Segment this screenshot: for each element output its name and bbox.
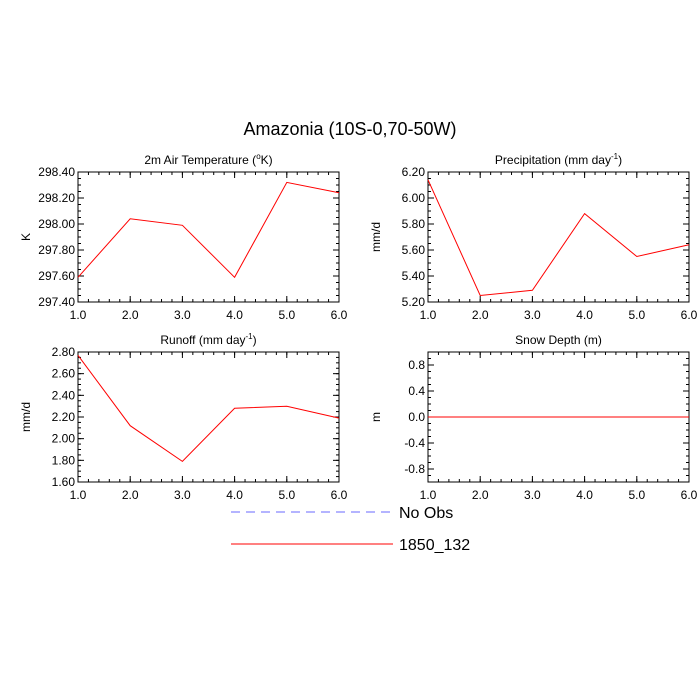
x-tick-label: 5.0 xyxy=(628,308,645,322)
y-tick-label: 6.20 xyxy=(402,165,426,179)
panel-title-main: 2m Air Temperature xyxy=(144,153,249,167)
y-tick-label: 298.00 xyxy=(38,217,75,231)
x-tick-label: 4.0 xyxy=(226,308,243,322)
x-tick-label: 6.0 xyxy=(681,488,698,502)
x-tick-label: 3.0 xyxy=(174,308,191,322)
panel-2: 5.20 5.40 5.60 5.80 6.00 6.20 1.0 2.0 3.0 4.0 5.0 6… xyxy=(369,152,698,322)
panel-4: -0.8 -0.4 0.0 0.4 0.8 1.0 2.0 3.0 4.0 5.0 6.0 m Snow… xyxy=(369,333,698,502)
panel-title-superscript: -1 xyxy=(246,332,254,341)
y-tick-label: -0.8 xyxy=(404,462,425,476)
y-tick-label: 2.40 xyxy=(52,388,76,402)
series-line-1850-132 xyxy=(77,181,340,279)
panel-title-superscript: -1 xyxy=(611,152,619,161)
y-tick-label: 297.60 xyxy=(38,269,75,283)
panel-title: Runoff (mm day-1) xyxy=(160,332,256,347)
y-tick-label: 298.20 xyxy=(38,191,75,205)
y-tick-label: 5.20 xyxy=(402,295,426,309)
x-tick-label: 6.0 xyxy=(331,308,348,322)
x-tick-label: 6.0 xyxy=(681,308,698,322)
x-tick-label: 3.0 xyxy=(524,488,541,502)
x-tick-label: 1.0 xyxy=(420,488,437,502)
panel-title-superscript: o xyxy=(256,152,261,161)
panel-title-unit: (mm day xyxy=(561,153,611,167)
y-tick-label: 2.20 xyxy=(52,410,76,424)
y-tick-label: 2.00 xyxy=(52,432,76,446)
panel-title-main: Snow Depth (m) xyxy=(515,333,602,347)
x-tick-label: 5.0 xyxy=(628,488,645,502)
x-tick-label: 4.0 xyxy=(226,488,243,502)
panel-title-unit: ( xyxy=(249,153,256,167)
y-tick-label: 6.00 xyxy=(402,191,426,205)
plot-frame xyxy=(77,171,340,303)
y-tick-label: 5.40 xyxy=(402,269,426,283)
legend-label-no-obs: No Obs xyxy=(399,505,453,522)
y-tick-label: 0.4 xyxy=(408,384,425,398)
x-tick-label: 5.0 xyxy=(278,488,295,502)
panel-title-unit: (mm day xyxy=(196,333,246,347)
y-axis-label: K xyxy=(19,233,33,241)
panel-title-unit-end: ) xyxy=(253,333,257,347)
x-tick-label: 3.0 xyxy=(174,488,191,502)
y-tick-label: 5.60 xyxy=(402,243,426,257)
x-tick-label: 1.0 xyxy=(70,308,87,322)
y-axis-label: mm/d xyxy=(369,222,383,252)
panel-title: Snow Depth (m) xyxy=(515,333,602,347)
x-tick-label: 6.0 xyxy=(331,488,348,502)
y-tick-label: 297.40 xyxy=(38,295,75,309)
y-tick-label: 1.80 xyxy=(52,453,76,467)
y-tick-label: 5.80 xyxy=(402,217,426,231)
x-tick-label: 3.0 xyxy=(524,308,541,322)
y-tick-label: 2.80 xyxy=(52,345,76,359)
x-tick-label: 2.0 xyxy=(472,308,489,322)
legend-label-1850-132: 1850_132 xyxy=(399,537,470,554)
panel-3: 1.60 1.80 2.00 2.20 2.40 2.60 2.80 1.0 2.0 3.0 4.0… xyxy=(19,332,348,502)
panel-title-main: Precipitation xyxy=(495,153,561,167)
x-tick-label: 4.0 xyxy=(576,308,593,322)
y-tick-label: -0.4 xyxy=(404,436,425,450)
plot-frame xyxy=(427,171,690,303)
y-axis-label: m xyxy=(369,412,383,422)
panel-title-main: Runoff xyxy=(160,333,196,347)
series-line-1850-132 xyxy=(427,179,690,297)
y-tick-label: 1.60 xyxy=(52,475,76,489)
x-tick-label: 1.0 xyxy=(420,308,437,322)
legend: No Obs 1850_132 xyxy=(231,505,470,554)
panel-title-unit-end: K) xyxy=(261,153,273,167)
panel-title-unit-end: ) xyxy=(618,153,622,167)
y-tick-label: 297.80 xyxy=(38,243,75,257)
figure-title: Amazonia (10S-0,70-50W) xyxy=(243,119,456,139)
panel-title: Precipitation (mm day-1) xyxy=(495,152,622,167)
plot-frame xyxy=(77,351,340,483)
y-tick-label: 0.8 xyxy=(408,358,425,372)
y-axis-label: mm/d xyxy=(19,402,33,432)
y-tick-label: 298.40 xyxy=(38,165,75,179)
x-tick-label: 2.0 xyxy=(472,488,489,502)
x-tick-label: 2.0 xyxy=(122,308,139,322)
x-tick-label: 4.0 xyxy=(576,488,593,502)
series-line-1850-132 xyxy=(77,355,340,463)
x-tick-label: 5.0 xyxy=(278,308,295,322)
x-tick-label: 2.0 xyxy=(122,488,139,502)
panels: 297.40 297.60 297.80 298.00 298.20 298.40 1.0 2… xyxy=(19,152,698,502)
y-tick-label: 2.60 xyxy=(52,367,76,381)
panel-1: 297.40 297.60 297.80 298.00 298.20 298.40 1.0 2… xyxy=(19,152,348,322)
x-tick-label: 1.0 xyxy=(70,488,87,502)
y-tick-label: 0.0 xyxy=(408,410,425,424)
panel-title: 2m Air Temperature (oK) xyxy=(144,152,272,167)
